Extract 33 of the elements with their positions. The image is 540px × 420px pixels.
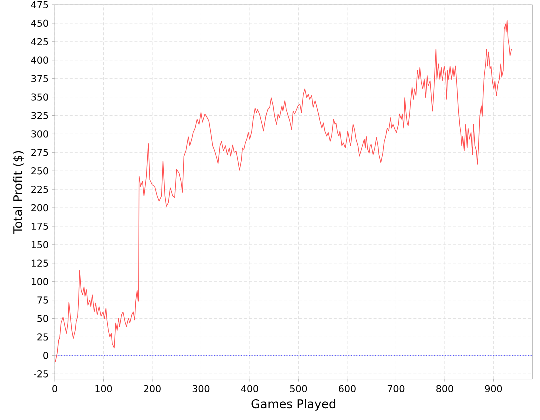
y-tick-label: 175 — [32, 222, 48, 230]
x-tick-label: 400 — [241, 385, 258, 392]
y-tick-label: 425 — [31, 38, 48, 46]
x-tick-label: 200 — [144, 385, 161, 392]
y-tick-label: 375 — [32, 75, 48, 82]
x-tick-label: 500 — [290, 385, 308, 392]
x-tick-label: 100 — [96, 385, 112, 392]
y-tick-label: 475 — [31, 1, 48, 9]
y-tick-label: 150 — [32, 241, 48, 249]
y-tick-label: 400 — [31, 56, 48, 64]
y-tick-label: 325 — [32, 112, 48, 120]
y-axis-title: Total Profit ($) — [13, 151, 24, 234]
x-axis-title: Games Played — [252, 399, 336, 411]
y-tick-label: 275 — [32, 149, 48, 156]
y-tick-label: 0 — [44, 352, 48, 360]
y-tick-label: 350 — [32, 94, 48, 101]
x-tick-label: 900 — [485, 385, 502, 392]
x-tick-label: 700 — [388, 385, 405, 392]
x-tick-label: 800 — [436, 385, 454, 392]
y-tick-label: 225 — [32, 186, 48, 194]
y-tick-label: 200 — [32, 204, 48, 212]
x-tick-label: 300 — [192, 385, 210, 392]
y-tick-label: 75 — [38, 296, 48, 304]
y-tick-label: 450 — [31, 20, 48, 28]
y-tick-label: 300 — [32, 130, 48, 138]
y-tick-label: 50 — [38, 315, 48, 322]
y-tick-label: 25 — [38, 334, 48, 341]
y-tick-label: 100 — [32, 278, 48, 286]
x-tick-label: 600 — [339, 385, 356, 392]
y-tick-label: -25 — [34, 370, 48, 378]
y-tick-label: 250 — [32, 168, 48, 175]
x-tick-label: 0 — [52, 385, 58, 392]
y-tick-label: 125 — [32, 260, 48, 267]
